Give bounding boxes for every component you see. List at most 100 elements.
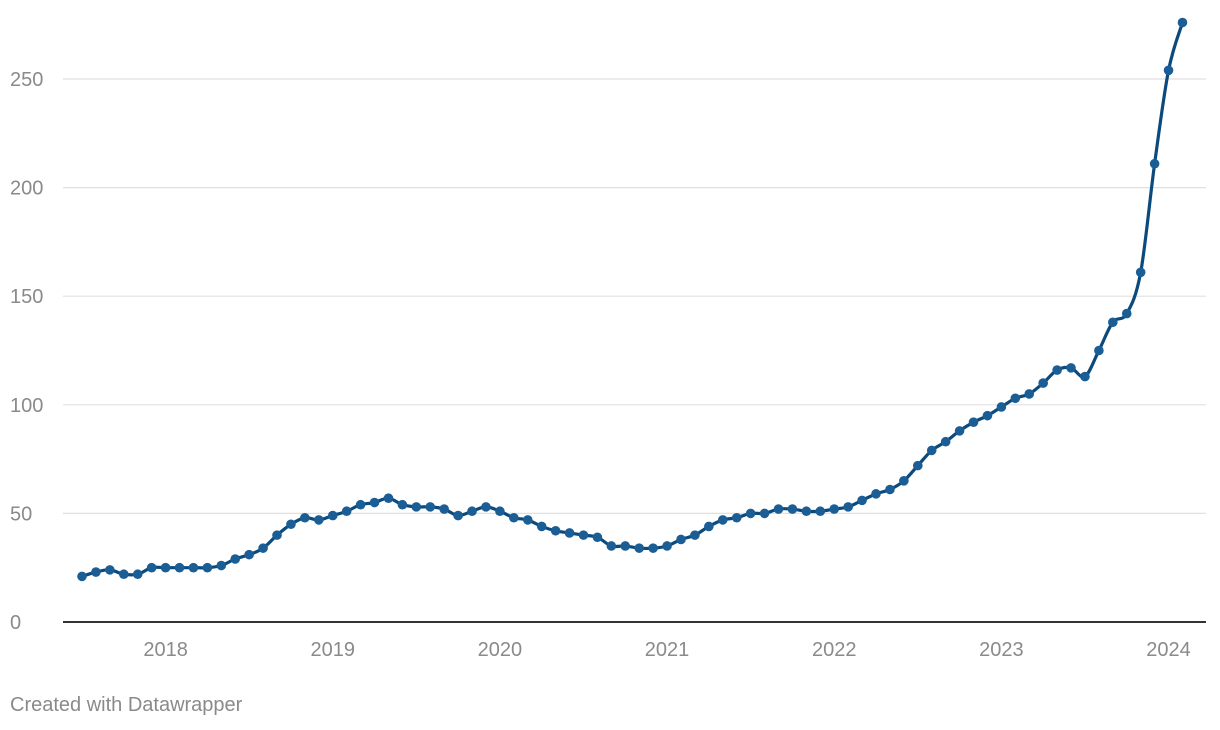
data-point-2020-08 [592, 532, 603, 543]
data-point-2019-03 [355, 499, 366, 510]
data-point-2020-06 [564, 528, 575, 538]
data-point-2023-09 [1108, 317, 1118, 328]
data-point-2021-02 [676, 534, 686, 545]
data-point-2023-01 [996, 402, 1007, 412]
data-point-2022-11 [968, 417, 979, 427]
data-point-2022-10 [954, 426, 965, 436]
data-point-2023-07 [1080, 371, 1090, 382]
x-tick-label-2022: 2022 [812, 639, 857, 661]
x-tick-label-2020: 2020 [478, 639, 523, 661]
y-tick-label-250: 250 [10, 69, 43, 91]
data-point-2020-09 [606, 541, 617, 551]
data-point-2021-09 [773, 504, 784, 514]
y-tick-label-100: 100 [10, 395, 43, 417]
data-point-2021-12 [815, 506, 826, 517]
data-point-2023-05 [1052, 365, 1062, 375]
x-axis-ticks: 2018 2019 2020 2021 2022 2023 2024 [143, 639, 1190, 661]
data-point-2023-03 [1024, 389, 1035, 399]
data-point-2017-09 [105, 565, 115, 575]
data-point-2018-02 [174, 562, 185, 573]
series-line [80, 20, 1185, 578]
data-point-2018-10 [286, 519, 296, 530]
data-point-2020-10 [620, 541, 631, 551]
data-point-2017-11 [132, 569, 143, 580]
data-point-2019-04 [369, 497, 380, 508]
line-chart: 0 50 100 150 200 250 2018 2019 2020 2021 2022 2023… [10, 17, 1206, 661]
data-point-2023-10 [1121, 308, 1132, 319]
y-tick-label-50: 50 [10, 503, 32, 525]
y-tick-label-150: 150 [10, 286, 43, 308]
data-point-2022-08 [926, 445, 937, 456]
data-point-2017-12 [146, 562, 157, 573]
data-point-2020-11 [634, 543, 644, 553]
data-point-2020-04 [536, 521, 547, 532]
data-point-2018-06 [230, 554, 241, 564]
data-point-2023-12 [1149, 158, 1160, 169]
data-point-2022-12 [982, 410, 993, 421]
x-tick-label-2023: 2023 [979, 639, 1024, 661]
data-point-2018-03 [188, 562, 199, 573]
data-point-2020-07 [578, 530, 589, 540]
data-point-2022-04 [871, 489, 881, 499]
data-point-2021-03 [690, 530, 700, 540]
data-point-2021-11 [801, 506, 812, 517]
data-point-2020-01 [495, 506, 505, 517]
data-point-2022-09 [940, 436, 951, 447]
data-point-2019-06 [397, 499, 408, 510]
data-point-2019-09 [439, 504, 449, 514]
x-tick-label-2024: 2024 [1146, 639, 1191, 661]
data-point-2022-06 [899, 476, 909, 486]
data-point-2019-10 [453, 510, 463, 521]
data-point-2020-12 [648, 543, 658, 553]
gridlines [63, 78, 1206, 515]
x-tick-label-2019: 2019 [310, 639, 355, 661]
data-point-2021-07 [745, 508, 756, 519]
data-point-2018-05 [216, 560, 227, 571]
data-point-2021-05 [717, 515, 728, 525]
data-point-2021-06 [731, 512, 742, 523]
y-tick-label-200: 200 [10, 178, 43, 200]
data-point-2017-07 [77, 571, 87, 582]
data-point-2024-01 [1163, 65, 1174, 76]
data-point-2023-11 [1135, 267, 1146, 278]
data-point-2020-05 [550, 525, 561, 536]
data-point-2021-08 [759, 508, 770, 519]
data-point-2020-02 [509, 512, 519, 523]
data-point-2023-04 [1038, 378, 1048, 388]
data-point-2019-11 [467, 506, 477, 517]
data-point-2022-01 [829, 504, 840, 514]
data-point-2022-07 [913, 460, 923, 471]
data-point-2018-01 [160, 562, 171, 573]
data-point-2022-02 [843, 502, 853, 512]
data-point-2021-04 [704, 521, 714, 532]
data-point-2023-08 [1094, 345, 1104, 356]
data-point-2023-06 [1066, 363, 1076, 373]
data-point-2019-07 [411, 502, 422, 512]
data-point-2018-04 [202, 562, 213, 573]
data-point-2018-08 [258, 543, 268, 553]
series-layer [77, 17, 1188, 582]
data-point-2019-05 [383, 493, 394, 503]
data-point-2017-10 [118, 569, 129, 580]
data-point-2019-12 [481, 502, 491, 512]
data-point-2022-05 [885, 484, 895, 495]
data-point-2017-08 [91, 567, 101, 577]
data-point-2021-10 [787, 504, 798, 514]
data-point-2018-09 [272, 530, 282, 540]
data-point-2018-07 [244, 549, 254, 560]
data-point-2019-02 [341, 506, 352, 517]
data-point-2022-03 [857, 495, 867, 506]
data-point-2021-01 [662, 541, 672, 551]
data-point-2018-11 [300, 512, 310, 523]
data-point-2024-02 [1177, 17, 1188, 28]
data-point-2019-01 [327, 510, 338, 521]
x-tick-label-2021: 2021 [645, 639, 690, 661]
credit-text: Created with Datawrapper [10, 694, 243, 716]
data-point-2019-08 [425, 502, 436, 512]
data-point-2023-02 [1010, 393, 1021, 404]
data-point-2020-03 [522, 515, 533, 525]
x-tick-label-2018: 2018 [143, 639, 188, 661]
y-tick-label-0: 0 [10, 612, 21, 634]
y-axis-ticks: 0 50 100 150 200 250 [10, 69, 43, 634]
